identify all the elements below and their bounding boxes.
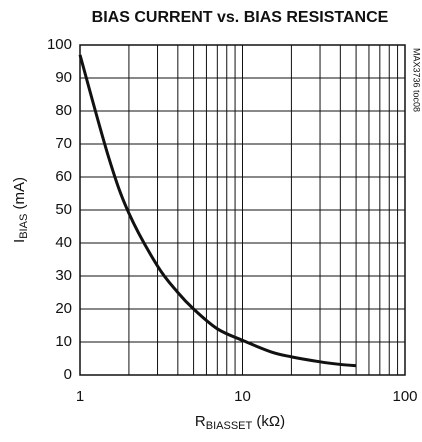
x-tick-label: 10 <box>234 388 251 405</box>
y-tick-label: 70 <box>55 135 72 152</box>
y-tick-label: 80 <box>55 102 72 119</box>
y-tick-label: 100 <box>47 36 72 53</box>
y-label-main: I <box>11 239 28 243</box>
y-tick-label: 20 <box>55 300 72 317</box>
plot-frame <box>79 44 406 376</box>
x-tick-label: 100 <box>392 388 417 405</box>
y-tick-label: 10 <box>55 333 72 350</box>
side-note: MAX3736 toc08 <box>412 48 422 112</box>
y-label-rest: (mA) <box>11 177 28 214</box>
x-tick-label: 1 <box>76 388 84 405</box>
y-tick-label: 60 <box>55 168 72 185</box>
x-label-rest: (kΩ) <box>252 413 285 430</box>
y-label-sub: BIAS <box>18 214 30 239</box>
curve <box>78 54 357 368</box>
x-label-main: R <box>195 413 206 430</box>
y-tick-label: 0 <box>64 366 72 383</box>
y-tick-label: 40 <box>55 234 72 251</box>
x-axis-label: RBIASSET (kΩ) <box>195 413 285 432</box>
y-tick-label: 50 <box>55 201 72 218</box>
x-label-sub: BIASSET <box>206 420 253 432</box>
y-axis-label: IBIAS (mA) <box>11 177 30 243</box>
y-tick-label: 90 <box>55 69 72 86</box>
y-tick-label: 30 <box>55 267 72 284</box>
chart-title: BIAS CURRENT vs. BIAS RESISTANCE <box>92 9 389 26</box>
